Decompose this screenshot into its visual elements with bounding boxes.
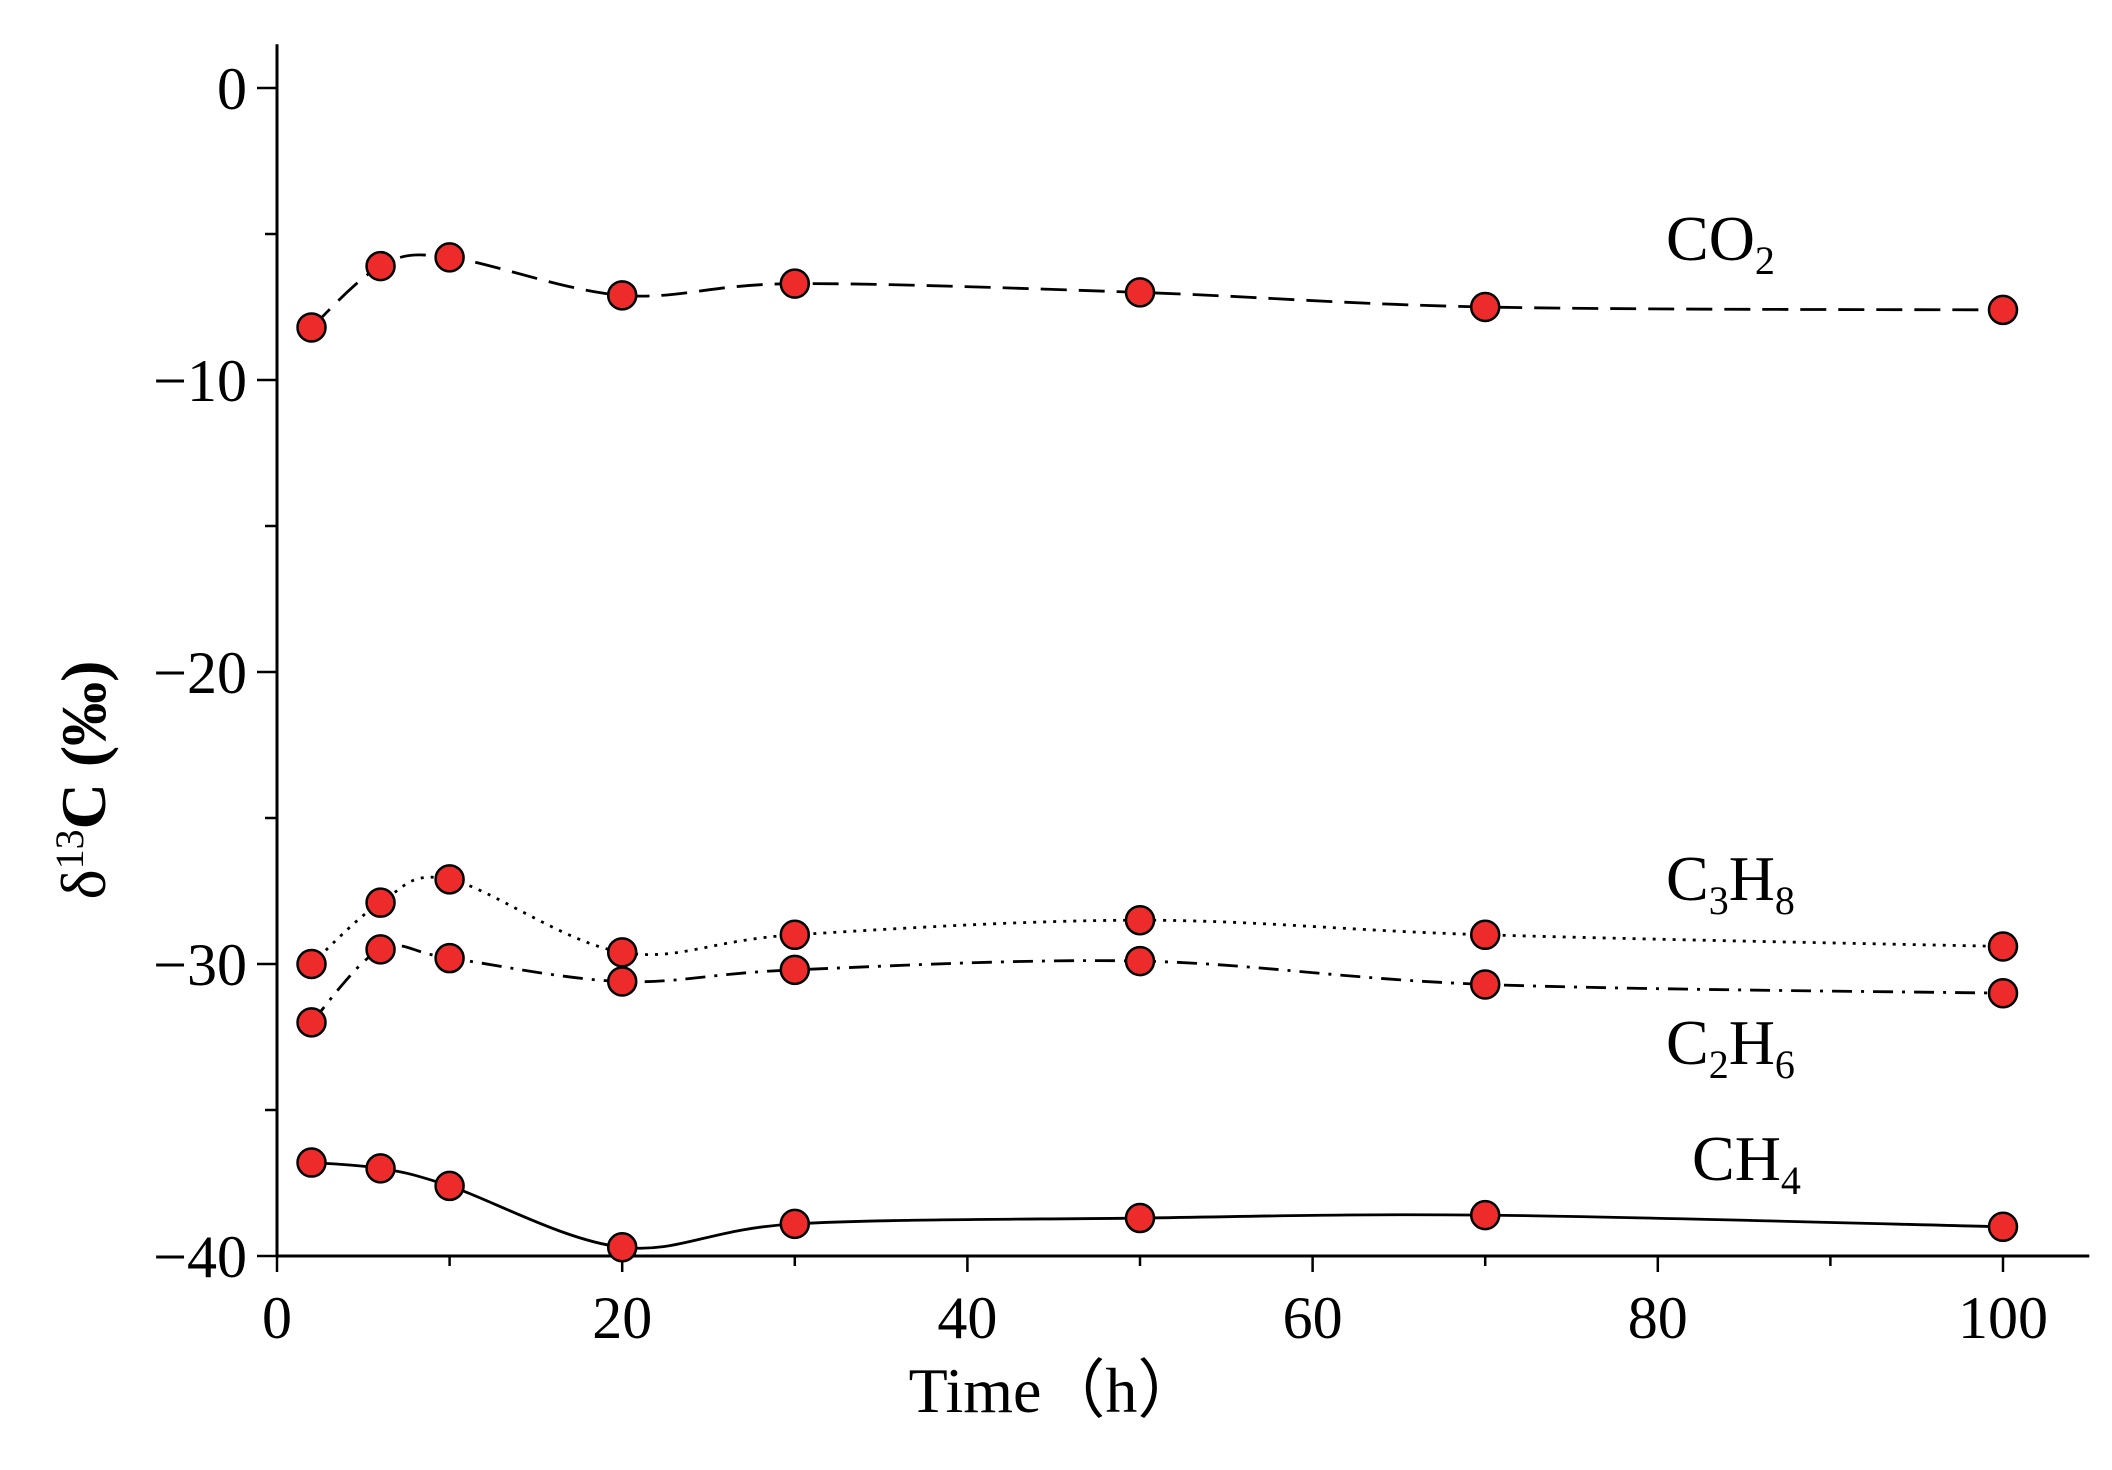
data-point-co2 xyxy=(1987,294,2019,326)
data-point-co2 xyxy=(779,268,811,299)
x-tick-label: 0 xyxy=(262,1285,292,1351)
data-point-ch4 xyxy=(296,1147,327,1178)
data-point-c2h6 xyxy=(1124,945,1156,977)
data-point-ch4 xyxy=(1469,1199,1501,1231)
data-point-ch4 xyxy=(779,1208,811,1240)
data-point-c2h6 xyxy=(434,942,465,974)
data-point-c3h8 xyxy=(1124,904,1156,936)
data-point-co2 xyxy=(606,280,638,311)
data-point-co2 xyxy=(1124,277,1156,308)
y-tick-label: 0 xyxy=(217,56,247,122)
data-point-co2 xyxy=(365,250,396,282)
y-axis-title: δ13C (‰) xyxy=(47,661,119,900)
x-tick-label: 100 xyxy=(1958,1285,2048,1351)
series-line-c3h8 xyxy=(310,875,2004,966)
y-tick-label: −30 xyxy=(153,932,247,998)
axes: 0 20 40 60 80 100 0 −10 −20 −30 −40 xyxy=(153,44,2090,1351)
series-labels: CO2 C3H8 C2H6 CH4 xyxy=(1666,203,1801,1203)
data-point-ch4 xyxy=(606,1231,638,1263)
data-point-c3h8 xyxy=(1987,931,2019,962)
data-point-ch4 xyxy=(365,1153,396,1184)
data-point-ch4 xyxy=(1987,1211,2019,1243)
data-point-c3h8 xyxy=(365,887,396,918)
data-point-c3h8 xyxy=(606,937,638,968)
series-lines xyxy=(310,253,2004,1250)
data-point-co2 xyxy=(1469,291,1501,323)
series-line-c2h6 xyxy=(310,944,2004,1024)
data-point-c2h6 xyxy=(1987,977,2019,1009)
data-point-co2 xyxy=(434,242,465,273)
x-tick-label: 40 xyxy=(937,1285,997,1351)
x-tick-label: 60 xyxy=(1283,1285,1343,1351)
data-point-c2h6 xyxy=(365,934,396,965)
series-label-ch4: CH4 xyxy=(1692,1123,1801,1203)
data-point-c3h8 xyxy=(434,864,465,895)
data-point-c3h8 xyxy=(296,948,327,980)
data-point-c2h6 xyxy=(1469,969,1501,1000)
data-point-c2h6 xyxy=(779,954,811,986)
data-point-ch4 xyxy=(434,1170,465,1202)
data-point-c2h6 xyxy=(296,1007,327,1038)
series-label-co2: CO2 xyxy=(1666,203,1775,283)
data-point-c2h6 xyxy=(606,966,638,997)
series-points xyxy=(296,242,2019,1263)
x-axis-title: Time（h） xyxy=(909,1355,1202,1426)
y-tick-label: −20 xyxy=(153,640,247,706)
x-tick-label: 80 xyxy=(1628,1285,1688,1351)
series-line-co2 xyxy=(310,253,2004,329)
series-label-c2h6: C2H6 xyxy=(1666,1007,1795,1087)
data-point-c3h8 xyxy=(1469,919,1501,951)
y-tick-label: −40 xyxy=(153,1224,247,1290)
y-tick-label: −10 xyxy=(153,348,247,414)
data-point-c3h8 xyxy=(779,919,811,951)
data-point-ch4 xyxy=(1124,1202,1156,1234)
series-label-c3h8: C3H8 xyxy=(1666,843,1795,923)
data-point-co2 xyxy=(296,312,327,343)
x-tick-label: 20 xyxy=(592,1285,652,1351)
